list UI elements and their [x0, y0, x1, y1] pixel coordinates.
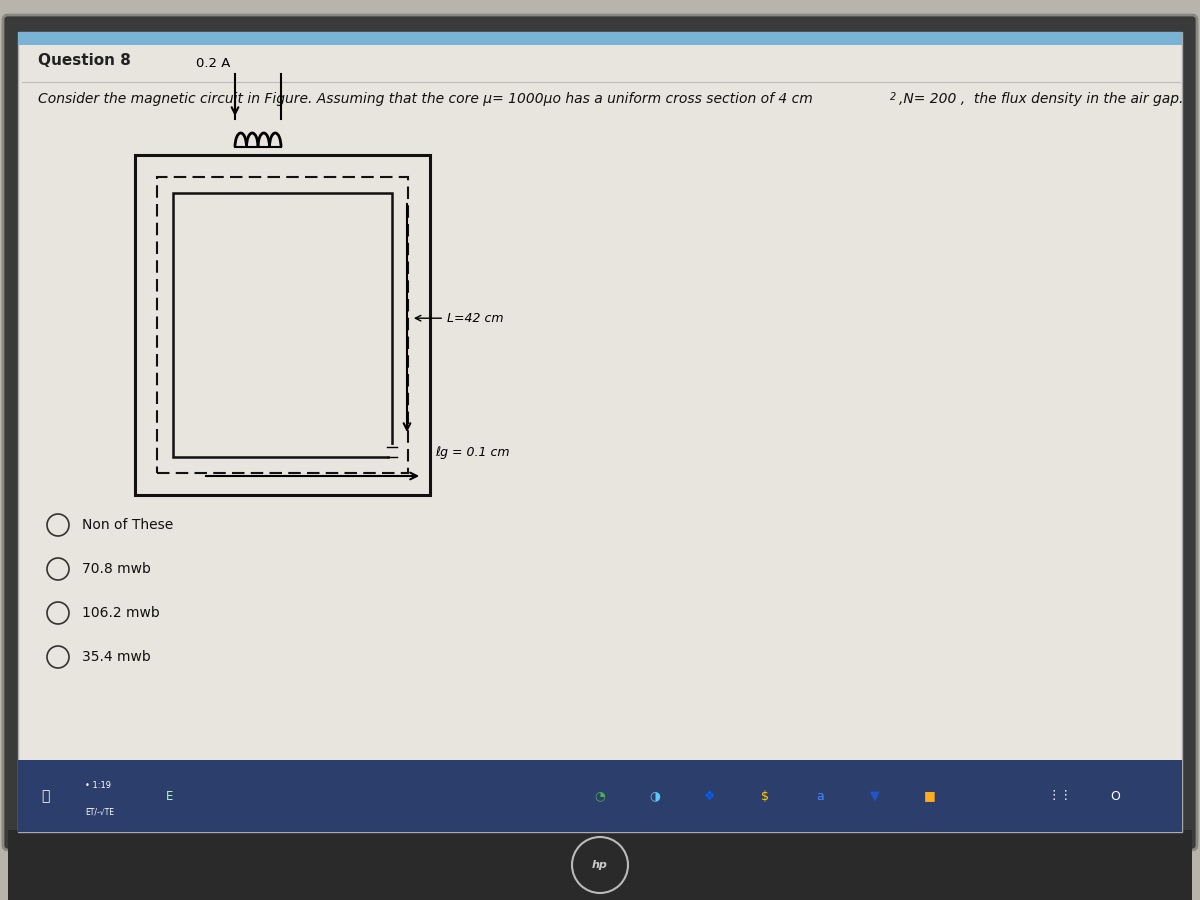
Bar: [173, 193, 392, 457]
Text: $: $: [761, 789, 769, 803]
Text: ℓg = 0.1 cm: ℓg = 0.1 cm: [436, 446, 510, 458]
Bar: [157, 177, 408, 473]
Text: ❖: ❖: [704, 789, 715, 803]
Text: ◔: ◔: [594, 789, 606, 803]
Text: O: O: [1110, 789, 1120, 803]
Text: Question 8: Question 8: [38, 53, 131, 68]
Bar: [18, 32, 1182, 45]
Text: E: E: [167, 789, 174, 803]
Text: ▼: ▼: [870, 789, 880, 803]
Text: ◑: ◑: [649, 789, 660, 803]
Text: 106.2 mwb: 106.2 mwb: [82, 606, 160, 620]
FancyBboxPatch shape: [2, 15, 1198, 850]
Text: 35.4 mwb: 35.4 mwb: [82, 650, 151, 664]
Text: a: a: [816, 789, 824, 803]
Text: 0.2 A: 0.2 A: [196, 57, 230, 70]
Text: Consider the magnetic circuit in Figure. Assuming that the core μ= 1000μo has a : Consider the magnetic circuit in Figure.…: [38, 92, 812, 106]
Text: hp: hp: [592, 860, 608, 870]
Bar: [18, 32, 1182, 832]
Text: ,N= 200 ,  the flux density in the air gap.: ,N= 200 , the flux density in the air ga…: [899, 92, 1183, 106]
Bar: [134, 155, 430, 495]
Bar: [18, 760, 1182, 832]
Text: • 1:19: • 1:19: [85, 780, 112, 789]
Bar: [8, 830, 1192, 900]
Text: ET/-√TE: ET/-√TE: [85, 807, 114, 816]
Text: 📄: 📄: [41, 789, 49, 803]
Text: 70.8 mwb: 70.8 mwb: [82, 562, 151, 576]
Text: ⋮⋮: ⋮⋮: [1048, 789, 1073, 803]
Text: 2: 2: [890, 92, 896, 102]
Text: ■: ■: [924, 789, 936, 803]
Text: Non of These: Non of These: [82, 518, 173, 532]
Text: L=42 cm: L=42 cm: [415, 311, 504, 325]
